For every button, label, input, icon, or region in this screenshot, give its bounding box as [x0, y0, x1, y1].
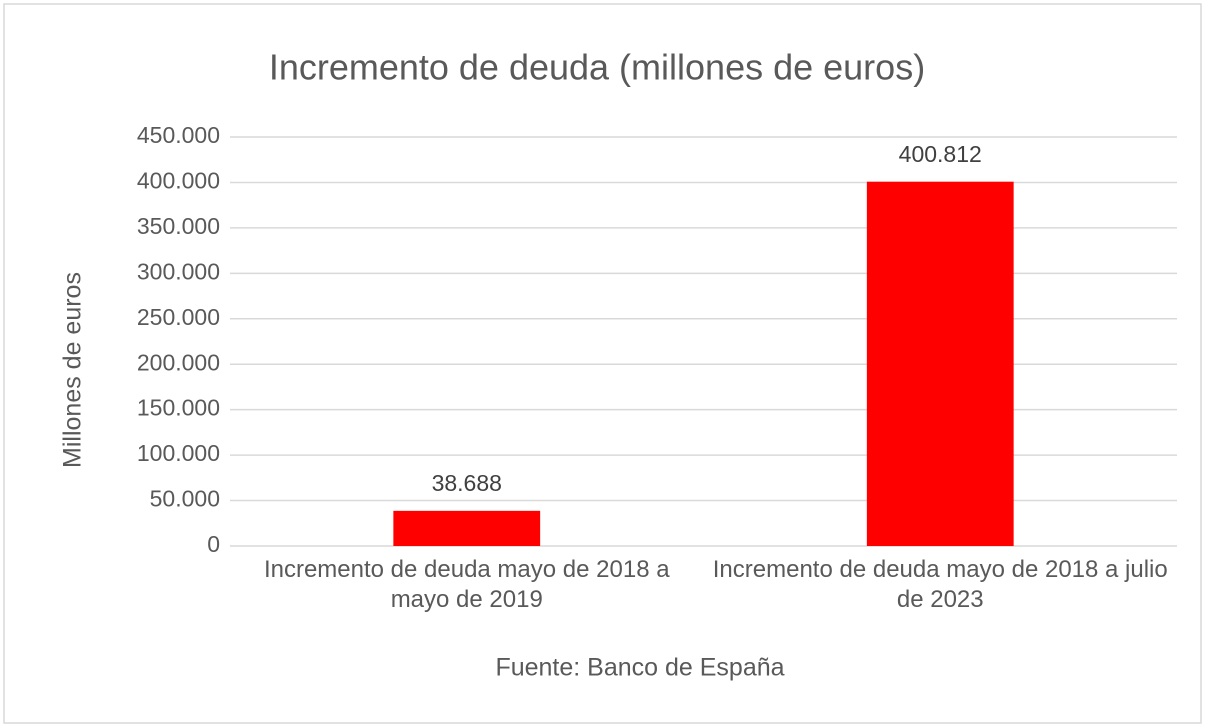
y-tick-label: 50.000	[150, 486, 220, 512]
chart-title: Incremento de deuda (millones de euros)	[269, 47, 925, 88]
y-tick-label: 400.000	[137, 168, 220, 194]
y-tick-label: 450.000	[137, 122, 220, 148]
bar	[393, 510, 541, 546]
y-tick-label: 200.000	[137, 349, 220, 375]
value-label: 38.688	[432, 470, 502, 496]
y-tick-label: 350.000	[137, 213, 220, 239]
x-tick-label: Incremento de deuda mayo de 2018 a mayo …	[263, 556, 670, 613]
y-tick-label: 100.000	[137, 440, 220, 466]
y-tick-label: 250.000	[137, 304, 220, 330]
y-tick-label: 300.000	[137, 258, 220, 284]
value-label: 400.812	[899, 141, 982, 167]
bar	[866, 181, 1014, 546]
y-tick-label: 150.000	[137, 395, 220, 421]
x-axis-label: Fuente: Banco de España	[495, 654, 784, 682]
y-tick-label: 0	[207, 531, 220, 557]
x-tick-label: Incremento de deuda mayo de 2018 a julio…	[712, 556, 1168, 613]
y-axis-label: Millones de euros	[59, 272, 87, 468]
